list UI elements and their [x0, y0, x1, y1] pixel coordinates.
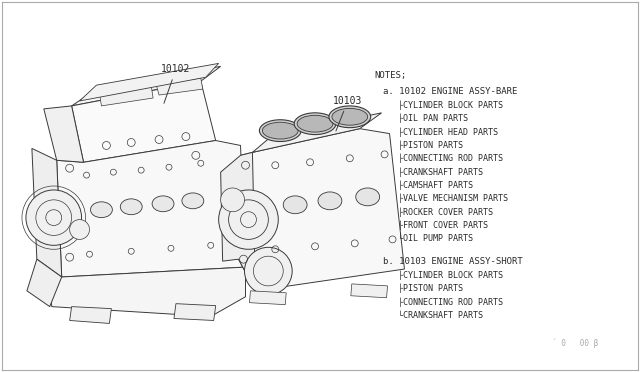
Circle shape: [221, 188, 244, 212]
Ellipse shape: [318, 192, 342, 210]
Text: ├CYLINDER HEAD PARTS: ├CYLINDER HEAD PARTS: [399, 127, 499, 137]
Text: 10102: 10102: [161, 64, 191, 103]
Ellipse shape: [262, 122, 298, 139]
Text: ├CRANKSHAFT PARTS: ├CRANKSHAFT PARTS: [399, 167, 483, 177]
Ellipse shape: [294, 113, 336, 135]
Ellipse shape: [182, 193, 204, 209]
Text: ├CONNECTING ROD PARTS: ├CONNECTING ROD PARTS: [399, 154, 504, 163]
Text: ├PISTON PARTS: ├PISTON PARTS: [399, 284, 463, 294]
Polygon shape: [252, 113, 381, 153]
Ellipse shape: [90, 202, 113, 218]
Polygon shape: [57, 141, 246, 277]
Text: a. 10102 ENGINE ASSY-BARE: a. 10102 ENGINE ASSY-BARE: [383, 87, 517, 96]
Text: └OIL PUMP PARTS: └OIL PUMP PARTS: [399, 234, 474, 243]
Text: NOTES;: NOTES;: [374, 71, 407, 80]
Ellipse shape: [284, 196, 307, 214]
Ellipse shape: [259, 120, 301, 141]
Polygon shape: [44, 106, 84, 162]
Ellipse shape: [356, 188, 380, 206]
Ellipse shape: [297, 115, 333, 132]
Text: ├OIL PAN PARTS: ├OIL PAN PARTS: [399, 114, 468, 123]
Polygon shape: [72, 66, 221, 106]
Ellipse shape: [329, 106, 371, 128]
Polygon shape: [79, 63, 219, 101]
Text: ├CAMSHAFT PARTS: ├CAMSHAFT PARTS: [399, 180, 474, 190]
Circle shape: [70, 219, 90, 240]
Polygon shape: [250, 291, 286, 305]
Polygon shape: [99, 85, 153, 106]
Polygon shape: [351, 284, 388, 298]
Text: ├CONNECTING ROD PARTS: ├CONNECTING ROD PARTS: [399, 297, 504, 307]
Polygon shape: [27, 259, 61, 307]
Text: ├FRONT COVER PARTS: ├FRONT COVER PARTS: [399, 221, 488, 230]
Polygon shape: [72, 81, 216, 162]
Polygon shape: [50, 267, 246, 317]
Circle shape: [221, 205, 241, 225]
Circle shape: [26, 190, 81, 245]
Polygon shape: [174, 304, 216, 320]
Circle shape: [219, 190, 278, 249]
Polygon shape: [239, 129, 404, 291]
Text: 10103: 10103: [333, 96, 362, 131]
Text: ├CYLINDER BLOCK PARTS: ├CYLINDER BLOCK PARTS: [399, 270, 504, 280]
Circle shape: [244, 247, 292, 295]
Text: ´ 0   00 β: ´ 0 00 β: [552, 339, 598, 348]
Polygon shape: [221, 153, 255, 291]
Text: b. 10103 ENGINE ASSY-SHORT: b. 10103 ENGINE ASSY-SHORT: [383, 257, 522, 266]
Text: ├CYLINDER BLOCK PARTS: ├CYLINDER BLOCK PARTS: [399, 100, 504, 110]
Text: ├PISTON PARTS: ├PISTON PARTS: [399, 141, 463, 150]
Text: ├ROCKER COVER PARTS: ├ROCKER COVER PARTS: [399, 207, 493, 217]
Polygon shape: [70, 307, 111, 323]
Text: ├VALVE MECHANISM PARTS: ├VALVE MECHANISM PARTS: [399, 194, 509, 203]
Ellipse shape: [332, 108, 368, 125]
Polygon shape: [32, 148, 61, 277]
Ellipse shape: [120, 199, 142, 215]
Text: └CRANKSHAFT PARTS: └CRANKSHAFT PARTS: [399, 311, 483, 320]
Polygon shape: [156, 78, 203, 95]
Ellipse shape: [152, 196, 174, 212]
